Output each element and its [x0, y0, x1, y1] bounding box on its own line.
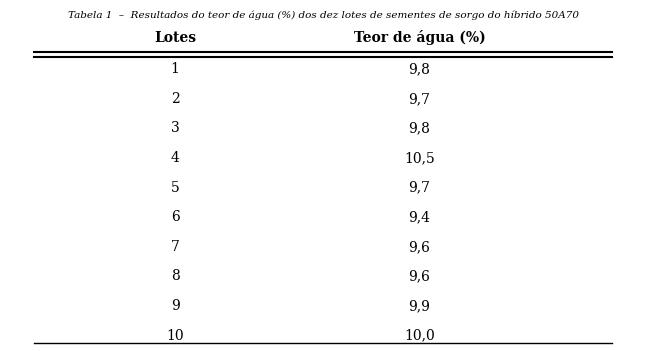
Text: 10,5: 10,5 [404, 151, 435, 165]
Text: 9: 9 [171, 299, 180, 313]
Text: Lotes: Lotes [154, 31, 196, 45]
Text: 3: 3 [171, 121, 180, 135]
Text: 6: 6 [171, 210, 180, 224]
Text: 9,6: 9,6 [408, 240, 430, 254]
Text: 9,8: 9,8 [408, 62, 430, 76]
Text: 4: 4 [171, 151, 180, 165]
Text: 8: 8 [171, 270, 180, 284]
Text: 2: 2 [171, 92, 180, 106]
Text: 1: 1 [171, 62, 180, 76]
Text: 9,6: 9,6 [408, 270, 430, 284]
Text: Teor de água (%): Teor de água (%) [353, 31, 485, 45]
Text: 10: 10 [166, 329, 184, 343]
Text: 10,0: 10,0 [404, 329, 435, 343]
Text: 9,4: 9,4 [408, 210, 430, 224]
Text: 9,7: 9,7 [408, 181, 430, 195]
Text: 9,7: 9,7 [408, 92, 430, 106]
Text: 9,8: 9,8 [408, 121, 430, 135]
Text: Tabela 1  –  Resultados do teor de água (%) dos dez lotes de sementes de sorgo d: Tabela 1 – Resultados do teor de água (%… [67, 11, 579, 20]
Text: 9,9: 9,9 [408, 299, 430, 313]
Text: 7: 7 [171, 240, 180, 254]
Text: 5: 5 [171, 181, 180, 195]
